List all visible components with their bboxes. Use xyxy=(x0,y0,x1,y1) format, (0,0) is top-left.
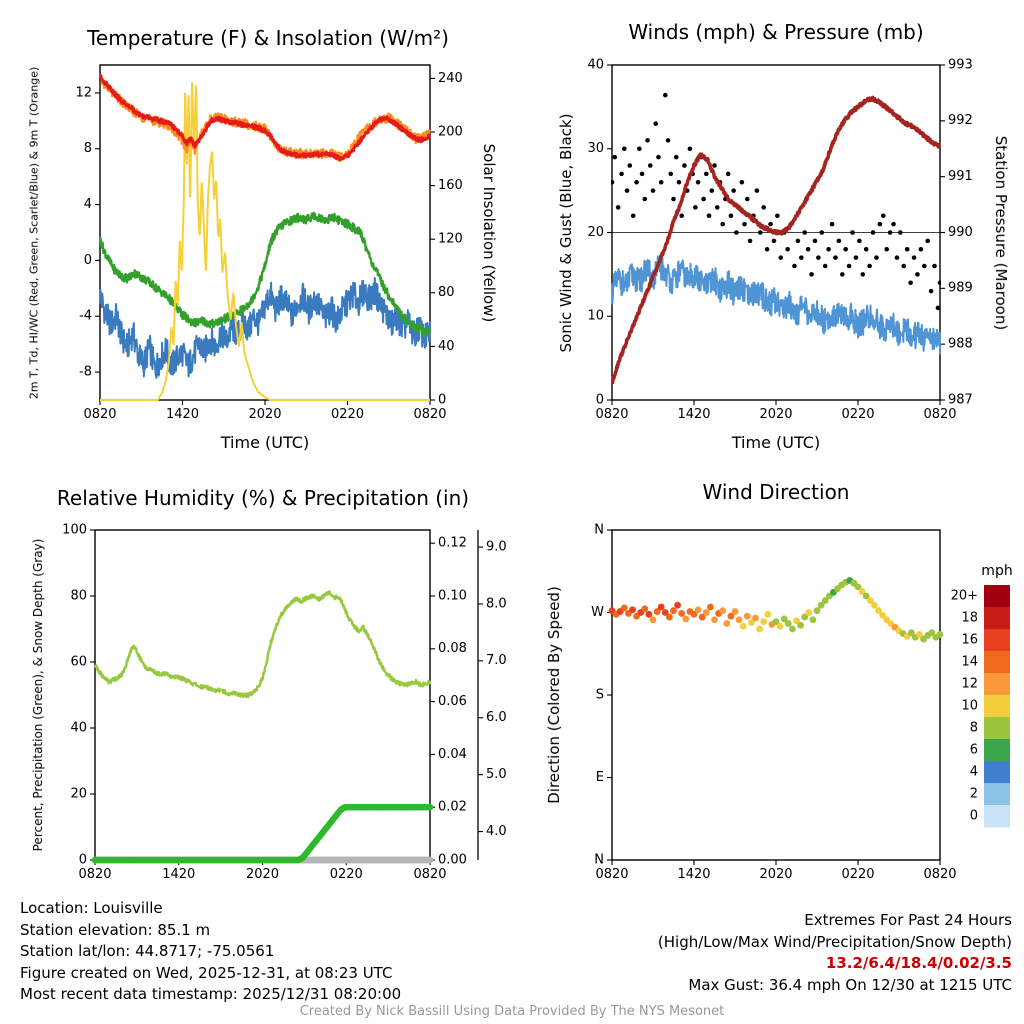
wind-direction-title: Wind Direction xyxy=(702,480,850,504)
panel-winds-pressure: Winds (mph) & Pressure (mb) Sonic Wind &… xyxy=(512,0,1024,470)
temp-x-axis-label: Time (UTC) xyxy=(220,433,310,452)
station-info-line: Figure created on Wed, 2025-12-31, at 08… xyxy=(20,963,393,982)
panel-temperature-insolation: Temperature (F) & Insolation (W/m²) 2m T… xyxy=(0,0,512,470)
pressure-y-axis-label: Station Pressure (Maroon) xyxy=(992,135,1010,331)
temp-y-axis-label: 2m T, Td, HI/WC (Red, Green, Scarlet/Blu… xyxy=(27,66,41,400)
credit-line: Created By Nick Bassill Using Data Provi… xyxy=(299,1004,725,1019)
wind-y-axis-label: Sonic Wind & Gust (Blue, Black) xyxy=(557,113,575,353)
direction-y-axis-label: Direction (Colored By Speed) xyxy=(545,586,563,804)
wind-direction-plot xyxy=(512,470,1024,900)
temp-insolation-plot xyxy=(0,0,512,470)
station-info-line: Station lat/lon: 44.8717; -75.0561 xyxy=(20,942,275,960)
humidity-precip-plot xyxy=(0,470,512,900)
winds-pressure-plot xyxy=(512,0,1024,470)
winds-x-axis-label: Time (UTC) xyxy=(731,433,821,452)
extremes-values: 13.2/6.4/18.4/0.02/3.5 xyxy=(825,954,1012,972)
max-gust-line: Max Gust: 36.4 mph On 12/30 at 1215 UTC xyxy=(688,975,1012,994)
temp-insolation-title: Temperature (F) & Insolation (W/m²) xyxy=(87,26,449,50)
extremes-info: Extremes For Past 24 Hours (High/Low/Max… xyxy=(658,910,1012,996)
station-info-line: Station elevation: 85.1 m xyxy=(20,920,211,939)
panel-humidity-precip: Relative Humidity (%) & Precipitation (i… xyxy=(0,470,512,900)
panel-wind-direction: Wind Direction Direction (Colored By Spe… xyxy=(512,470,1024,900)
humidity-precip-title: Relative Humidity (%) & Precipitation (i… xyxy=(56,486,470,510)
humidity-y-axis-label: Percent, Precipitation (Green), & Snow D… xyxy=(31,538,45,852)
insolation-y-axis-label: Solar Insolation (Yellow) xyxy=(480,143,498,323)
extremes-title: Extremes For Past 24 Hours xyxy=(804,911,1012,929)
station-info: Location: Louisville Station elevation: … xyxy=(20,898,401,1006)
winds-pressure-title: Winds (mph) & Pressure (mb) xyxy=(628,20,924,44)
extremes-subtitle: (High/Low/Max Wind/Precipitation/Snow De… xyxy=(657,932,1012,951)
station-info-line: Location: Louisville xyxy=(20,899,163,917)
station-info-line: Most recent data timestamp: 2025/12/31 0… xyxy=(20,985,402,1003)
